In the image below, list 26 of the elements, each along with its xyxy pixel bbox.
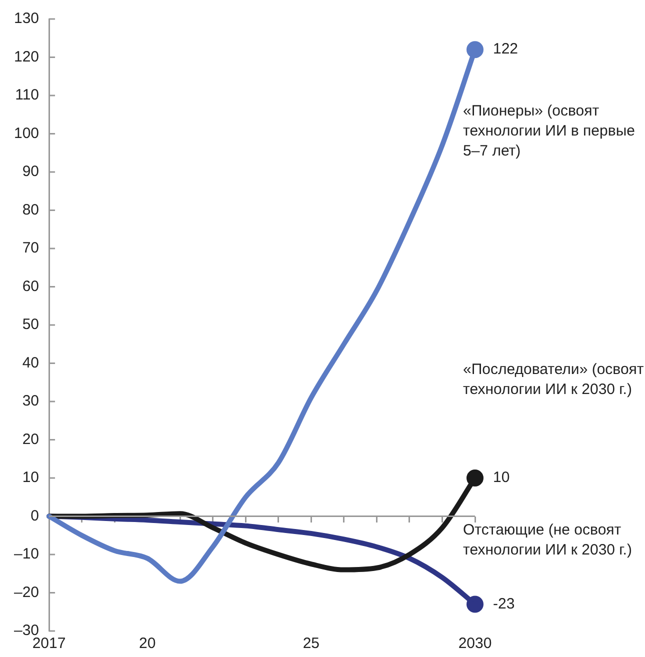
- y-tick-label: 40: [22, 354, 40, 372]
- y-tick-label: 60: [22, 278, 40, 295]
- series-label: «Пионеры» (освоят технологии ИИ в первые 5–7 лет): [463, 102, 635, 160]
- data-label: 122: [493, 40, 518, 58]
- y-tick-label: 100: [14, 124, 40, 142]
- y-tick-label: –20: [14, 584, 40, 601]
- x-tick-label: 2030: [458, 635, 492, 652]
- y-tick-label: 130: [14, 10, 40, 28]
- y-tick-label: 30: [22, 392, 40, 410]
- y-tick-label: 120: [14, 48, 40, 66]
- data-label: 10: [493, 469, 510, 486]
- y-tick-label: 0: [30, 507, 40, 524]
- x-tick-label: 2017: [32, 635, 66, 652]
- y-tick-label: –10: [14, 546, 40, 563]
- y-tick-label: 90: [22, 163, 40, 180]
- y-tick-label: 50: [22, 316, 40, 334]
- y-tick-label: 10: [22, 469, 40, 486]
- x-tick-label: 25: [302, 635, 320, 652]
- y-tick-label: 80: [22, 201, 40, 218]
- y-tick-label: 20: [22, 430, 40, 448]
- y-tick-label: 110: [15, 86, 40, 104]
- data-label: -23: [493, 595, 515, 612]
- text: «Последователи» (освоят технологии ИИ к 2030 г.): [463, 361, 644, 398]
- x-tick-label: 20: [138, 635, 156, 652]
- series-label: Отстающие (не освоят технологии ИИ к 2030 г.): [463, 521, 632, 558]
- y-tick-label: 70: [22, 240, 40, 257]
